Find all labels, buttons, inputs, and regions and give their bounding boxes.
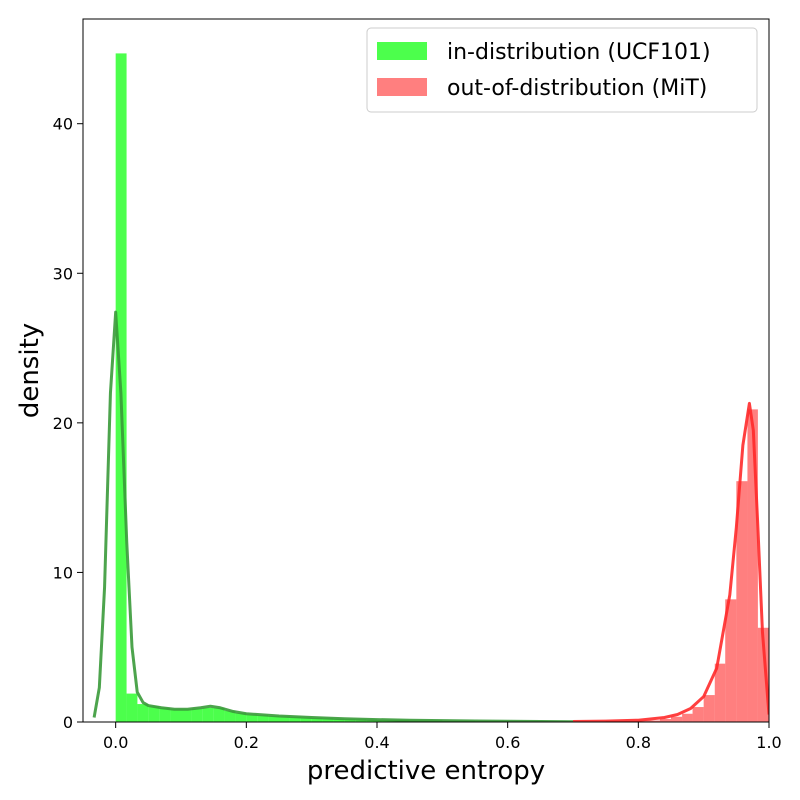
x-tick-label: 0.8	[626, 733, 651, 752]
x-tick-label: 0.2	[234, 733, 259, 752]
histogram-bar	[344, 719, 356, 722]
histogram-bar	[268, 716, 279, 722]
x-tick-label: 1.0	[756, 733, 781, 752]
histogram-bar	[757, 627, 769, 722]
plot-frame	[82, 18, 770, 723]
histogram-bar	[257, 715, 269, 722]
histogram-bar	[747, 409, 758, 722]
histogram-bar	[736, 481, 748, 722]
histogram-bar	[202, 707, 214, 722]
y-tick-label: 10	[53, 563, 73, 582]
histogram-bar	[213, 707, 225, 722]
histogram-bar	[170, 709, 181, 722]
histogram-bar	[714, 663, 726, 722]
legend-box	[366, 27, 758, 113]
legend-swatch-out-of-distribution	[377, 78, 427, 96]
density-curve-line	[572, 401, 769, 722]
histogram-bar	[126, 693, 138, 722]
y-tick-label: 0	[63, 713, 73, 732]
y-tick-label: 40	[53, 115, 73, 134]
legend: in-distribution (UCF101) out-of-distribu…	[366, 27, 758, 113]
histogram-bar	[659, 719, 671, 722]
histogram-bar	[682, 713, 693, 722]
histogram-bar	[224, 710, 236, 722]
legend-swatch-in-distribution	[377, 42, 427, 60]
histogram-bar	[638, 720, 660, 722]
histogram-bar	[300, 717, 312, 722]
x-axis-title: predictive entropy	[307, 756, 545, 786]
histogram-bar	[671, 716, 683, 722]
density-curves-layer	[92, 310, 769, 722]
y-axis-title: density	[15, 323, 45, 418]
x-axis: 0.0 0.2 0.4 0.6 0.8 1.0	[103, 722, 782, 752]
histogram-bar	[322, 718, 334, 722]
legend-label-in-distribution: in-distribution (UCF101)	[447, 40, 711, 65]
histogram-bar	[181, 709, 192, 722]
y-tick-label: 30	[53, 264, 73, 283]
histogram-bar	[159, 707, 171, 722]
histogram-bar	[703, 695, 715, 722]
x-tick-label: 0.6	[495, 733, 520, 752]
histogram-bar	[279, 716, 290, 722]
histogram-bar	[191, 708, 203, 722]
histogram-bar	[246, 714, 258, 722]
histogram-bar	[137, 704, 149, 722]
x-tick-label: 0.4	[364, 733, 389, 752]
x-tick-label: 0.0	[103, 733, 128, 752]
histogram-bar	[725, 599, 737, 722]
density-curve-line	[92, 310, 574, 722]
histogram-bar	[333, 718, 345, 722]
bars-layer	[115, 53, 769, 722]
histogram-bar	[148, 706, 160, 722]
histogram-bar	[692, 707, 704, 722]
y-axis: 0 10 20 30 40	[53, 115, 83, 732]
histogram-bar	[311, 717, 323, 722]
histogram-bar	[235, 713, 247, 722]
histogram-bar	[289, 716, 301, 722]
y-tick-label: 20	[53, 414, 73, 433]
legend-label-out-of-distribution: out-of-distribution (MiT)	[447, 76, 707, 101]
